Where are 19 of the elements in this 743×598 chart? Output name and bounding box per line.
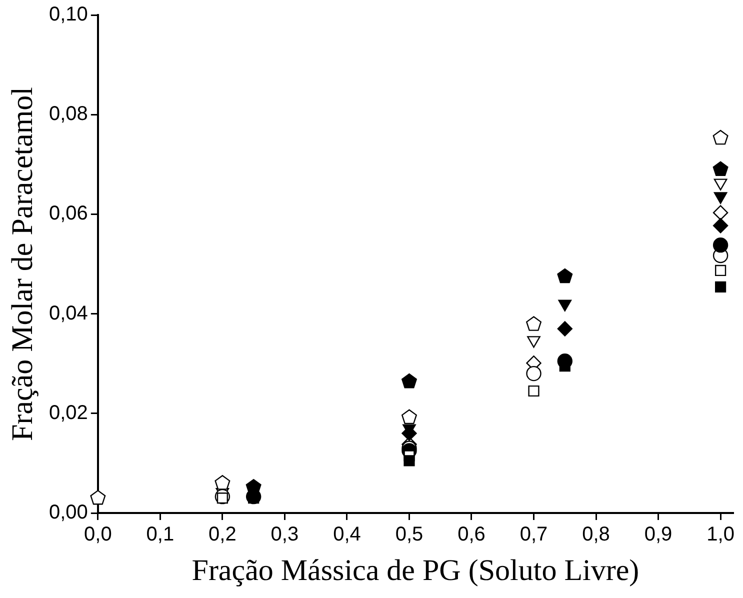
- x-tick-label: 0,1: [146, 524, 174, 546]
- y-tick-label: 0,04: [48, 302, 88, 324]
- y-tick-label: 0,08: [48, 103, 88, 126]
- x-tick-label: 0,3: [270, 524, 299, 546]
- y-axis-title: Fração Molar de Paracetamol: [6, 86, 39, 442]
- x-tick-label: 1,0: [706, 524, 734, 546]
- x-tick-label: 0,4: [333, 524, 361, 546]
- x-tick-label: 0,2: [208, 524, 236, 546]
- x-axis-title: Fração Mássica de PG (Soluto Livre): [192, 554, 640, 587]
- y-tick-label: 0,02: [48, 402, 88, 424]
- x-tick-label: 0,9: [644, 524, 672, 546]
- y-tick-label: 0,10: [48, 4, 88, 26]
- x-tick-label: 0,5: [395, 524, 424, 546]
- y-tick-label: 0,06: [48, 202, 88, 225]
- x-tick-label: 0,0: [84, 524, 112, 546]
- x-tick-label: 0,7: [520, 524, 548, 546]
- x-tick-label: 0,6: [458, 524, 486, 546]
- y-tick-label: 0,00: [48, 502, 88, 524]
- x-tick-label: 0,8: [582, 524, 610, 546]
